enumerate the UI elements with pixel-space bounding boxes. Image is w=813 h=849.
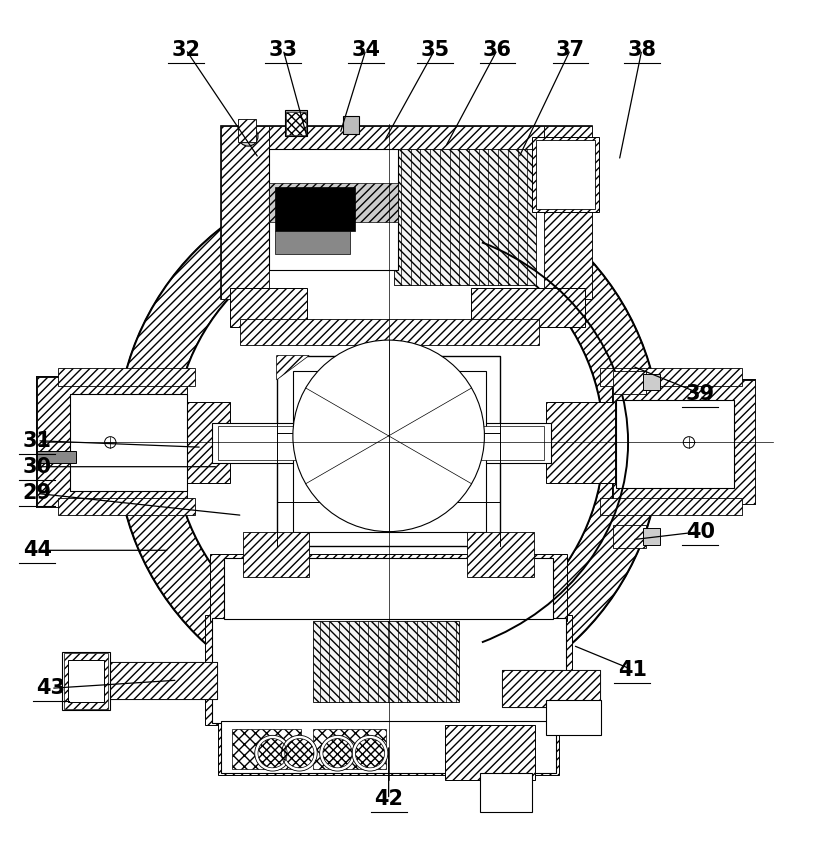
Bar xyxy=(229,288,307,327)
Bar xyxy=(205,616,572,725)
Circle shape xyxy=(117,171,660,714)
Text: 29: 29 xyxy=(23,483,52,503)
Bar xyxy=(644,374,659,391)
Bar xyxy=(285,110,307,137)
Bar xyxy=(480,773,533,812)
Bar xyxy=(240,319,539,345)
Bar xyxy=(221,721,556,773)
Text: 39: 39 xyxy=(685,384,715,403)
Text: 44: 44 xyxy=(23,540,52,560)
Text: 38: 38 xyxy=(628,40,656,59)
Bar xyxy=(232,728,301,769)
Circle shape xyxy=(281,735,317,771)
Bar xyxy=(276,356,500,546)
Bar xyxy=(221,126,268,299)
Bar xyxy=(185,402,230,483)
Bar xyxy=(546,700,602,734)
Circle shape xyxy=(254,735,290,771)
Text: 34: 34 xyxy=(351,40,380,59)
Bar xyxy=(221,126,592,299)
Bar xyxy=(275,231,350,254)
Bar xyxy=(242,532,309,577)
Bar xyxy=(37,452,76,464)
Bar xyxy=(275,187,354,231)
Bar xyxy=(218,426,545,460)
Bar xyxy=(537,140,595,210)
Text: 42: 42 xyxy=(374,790,403,809)
Bar xyxy=(97,662,216,699)
Bar xyxy=(313,728,386,769)
Bar xyxy=(600,498,741,515)
Bar xyxy=(37,378,187,508)
Bar xyxy=(210,554,567,621)
Bar xyxy=(97,662,216,699)
Bar xyxy=(614,526,646,548)
Circle shape xyxy=(683,436,694,448)
Bar xyxy=(293,371,486,531)
Bar xyxy=(614,371,646,394)
Circle shape xyxy=(293,340,485,531)
Wedge shape xyxy=(117,171,660,714)
Circle shape xyxy=(320,735,355,771)
Bar xyxy=(211,423,551,464)
Bar xyxy=(286,112,306,135)
Circle shape xyxy=(238,127,258,146)
Bar xyxy=(70,394,187,491)
Bar xyxy=(446,725,535,780)
Bar xyxy=(37,378,187,508)
Bar xyxy=(62,652,111,710)
Bar xyxy=(644,528,659,544)
Bar xyxy=(224,559,554,619)
Circle shape xyxy=(173,228,604,657)
Circle shape xyxy=(352,735,388,771)
Text: 37: 37 xyxy=(556,40,585,59)
Text: 35: 35 xyxy=(420,40,450,59)
Text: 43: 43 xyxy=(37,678,66,698)
Bar xyxy=(64,654,108,709)
Text: 32: 32 xyxy=(172,40,200,59)
Bar xyxy=(268,149,398,270)
Bar xyxy=(68,660,104,702)
Bar xyxy=(268,126,545,162)
Text: 30: 30 xyxy=(23,457,52,476)
Bar xyxy=(502,671,600,707)
Bar xyxy=(211,618,566,723)
Text: 36: 36 xyxy=(483,40,512,59)
Bar xyxy=(533,138,599,212)
Bar xyxy=(546,402,615,483)
Bar xyxy=(237,120,255,142)
Bar xyxy=(467,532,534,577)
Text: 41: 41 xyxy=(618,660,646,679)
Bar xyxy=(58,368,195,385)
Bar xyxy=(616,400,733,488)
Text: 31: 31 xyxy=(23,430,52,451)
Bar xyxy=(502,671,600,707)
Bar xyxy=(394,149,537,285)
Bar xyxy=(614,380,755,504)
Bar xyxy=(545,126,592,299)
Polygon shape xyxy=(276,356,309,380)
Bar xyxy=(343,116,359,134)
Bar xyxy=(58,498,195,515)
Bar xyxy=(313,621,459,702)
Bar xyxy=(472,288,585,327)
Bar xyxy=(600,368,741,385)
Text: 40: 40 xyxy=(686,521,715,542)
Bar xyxy=(218,720,559,775)
Circle shape xyxy=(105,436,116,448)
Bar xyxy=(614,380,755,504)
Text: 33: 33 xyxy=(268,40,298,59)
Bar xyxy=(268,183,398,222)
